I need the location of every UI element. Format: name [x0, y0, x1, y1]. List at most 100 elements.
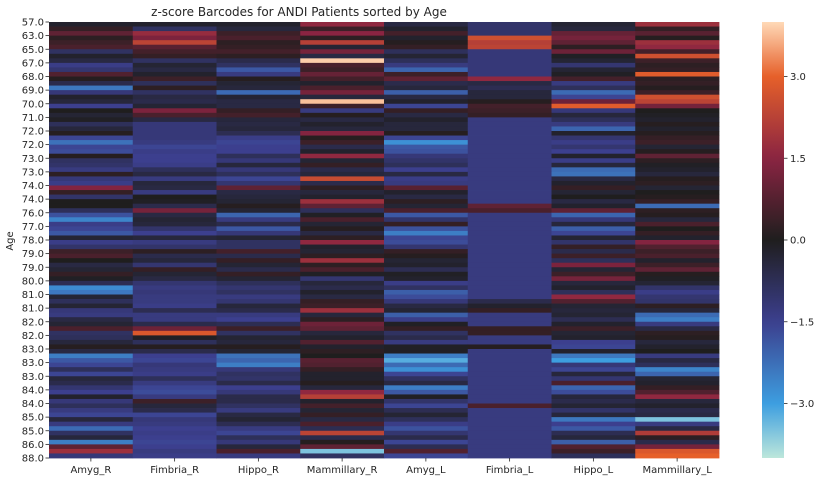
heatmap-cell [635, 412, 720, 418]
heatmap-cell [467, 240, 552, 245]
y-tick-label: 78.0 [22, 236, 44, 247]
heatmap-cell [216, 408, 301, 413]
heatmap-cell [551, 294, 636, 300]
heatmap-cell [216, 40, 301, 46]
heatmap-cell [384, 121, 469, 127]
heatmap-cell [635, 103, 720, 109]
heatmap-cell [49, 212, 134, 218]
heatmap-cell [551, 349, 636, 354]
y-tick-label: 81.0 [22, 290, 44, 301]
heatmap-cell [216, 62, 301, 68]
heatmap-cell [551, 144, 636, 150]
heatmap-cell [551, 212, 636, 218]
heatmap-cell [384, 358, 469, 364]
heatmap-cell [216, 35, 301, 41]
heatmap-cell [551, 126, 636, 132]
heatmap-cell [384, 321, 469, 327]
heatmap-cell [467, 408, 552, 413]
heatmap-cell [132, 358, 217, 364]
heatmap-cell [216, 180, 301, 186]
y-tick-label: 73.0 [22, 167, 44, 178]
heatmap-cell [216, 335, 301, 341]
heatmap-cell [216, 53, 301, 59]
heatmap-cell [551, 344, 636, 350]
heatmap-cell [551, 276, 636, 282]
heatmap-cell [384, 353, 469, 359]
heatmap-cell [384, 67, 469, 73]
heatmap-cell [49, 308, 134, 314]
heatmap-cell [384, 294, 469, 300]
heatmap-cell [384, 362, 469, 368]
heatmap-cell [551, 103, 636, 109]
heatmap-cell [467, 199, 552, 205]
heatmap-cell [216, 244, 301, 250]
heatmap-cell [132, 244, 217, 250]
heatmap-cell [551, 362, 636, 368]
heatmap-cell [635, 385, 720, 391]
heatmap-cell [551, 426, 636, 432]
y-tick-label: 83.0 [22, 358, 44, 369]
heatmap-cell [384, 335, 469, 341]
heatmap-cell [49, 403, 134, 409]
heatmap-cell [132, 71, 217, 77]
heatmap-cell [467, 71, 552, 77]
y-axis-label: Age [5, 231, 16, 250]
y-tick-label: 65.0 [22, 45, 44, 56]
heatmap-cell [216, 380, 301, 386]
heatmap-cell [551, 26, 636, 32]
heatmap-cell [49, 22, 134, 27]
heatmap-cell [635, 349, 720, 354]
heatmap-cell [635, 117, 720, 123]
heatmap-cell [635, 71, 720, 77]
heatmap-cell [635, 149, 720, 155]
heatmap-cell [300, 421, 385, 427]
heatmap-cell [384, 135, 469, 141]
heatmap-cell [384, 230, 469, 236]
heatmap-cell [635, 394, 720, 400]
y-tick-label: 57.0 [22, 18, 44, 29]
heatmap-cell [551, 112, 636, 118]
heatmap-cell [49, 285, 134, 291]
heatmap-cell [384, 90, 469, 96]
heatmap-cell [132, 153, 217, 159]
heatmap-cell [384, 249, 469, 255]
heatmap-cell [132, 335, 217, 341]
heatmap-cell [635, 208, 720, 214]
heatmap-cell [384, 385, 469, 391]
heatmap-cell [300, 235, 385, 241]
heatmap-cell [300, 167, 385, 173]
heatmap-cell [384, 312, 469, 318]
heatmap-cell [300, 448, 385, 454]
x-tick-label: Mammillary_L [642, 465, 712, 476]
heatmap-cell [384, 421, 469, 427]
heatmap-cell [635, 339, 720, 345]
heatmap-cell [216, 326, 301, 332]
heatmap-cell [635, 439, 720, 445]
heatmap-cell [635, 398, 720, 404]
heatmap-cell [635, 131, 720, 136]
heatmap-cell [132, 167, 217, 173]
heatmap-cell [216, 426, 301, 432]
heatmap-cell [132, 349, 217, 354]
heatmap-cell [467, 312, 552, 318]
y-tick-label: 85.0 [22, 426, 44, 437]
heatmap-cell [384, 40, 469, 46]
heatmap-cell [132, 40, 217, 46]
heatmap-cell [635, 276, 720, 282]
heatmap-cell [300, 162, 385, 168]
heatmap-cell [635, 294, 720, 300]
heatmap-cell [49, 199, 134, 205]
heatmap-cell [49, 299, 134, 304]
heatmap-cell [216, 262, 301, 268]
heatmap-cell [551, 171, 636, 177]
heatmap-cell [216, 149, 301, 155]
heatmap-cell [551, 90, 636, 96]
heatmap-cell [635, 389, 720, 395]
heatmap-cell [467, 371, 552, 377]
heatmap-cell [635, 244, 720, 250]
heatmap-cell [132, 135, 217, 141]
heatmap-cell [300, 276, 385, 282]
heatmap-cell [551, 62, 636, 68]
heatmap-cell [635, 435, 720, 441]
